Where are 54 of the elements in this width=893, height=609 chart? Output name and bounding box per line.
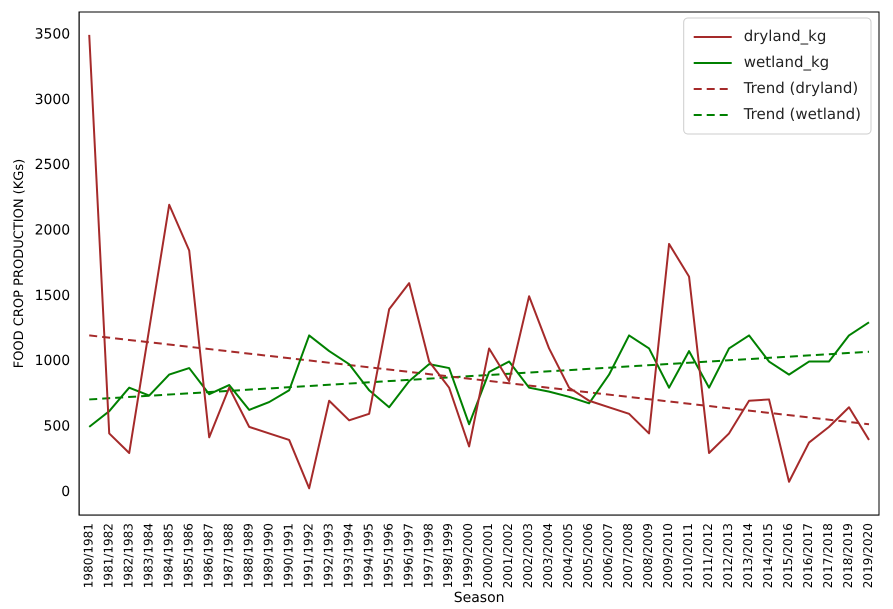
- x-tick-label: 2012/2013: [721, 523, 736, 588]
- x-tick-label: 2001/2002: [501, 523, 516, 588]
- x-tick-label: 2016/2017: [801, 523, 816, 588]
- legend-label: Trend (wetland): [742, 104, 862, 123]
- legend-label: Trend (dryland): [742, 78, 858, 97]
- x-tick-label: 1992/1993: [321, 523, 336, 588]
- x-axis-title: Season: [454, 590, 505, 606]
- x-tick-label: 2011/2012: [701, 523, 716, 588]
- x-tick-label: 1998/1999: [441, 523, 456, 588]
- x-tick-label: 1984/1985: [161, 523, 176, 588]
- x-tick-label: 1995/1996: [381, 523, 396, 588]
- y-tick-label: 500: [43, 418, 70, 435]
- y-axis-title: FOOD CROP PRODUCTION (KGs): [12, 158, 28, 368]
- legend-label: dryland_kg: [744, 26, 826, 45]
- x-tick-label: 1981/1982: [101, 523, 116, 588]
- x-tick-label: 1996/1997: [401, 523, 416, 588]
- x-tick-label: 2003/2004: [541, 523, 556, 588]
- x-tick-label: 2002/2003: [521, 523, 536, 588]
- y-tick-label: 0: [61, 484, 70, 500]
- y-tick-label: 2500: [34, 157, 70, 174]
- x-tick-label: 2008/2009: [641, 523, 656, 588]
- x-tick-label: 1986/1987: [201, 523, 216, 588]
- x-tick-label: 1993/1994: [341, 523, 356, 588]
- x-tick-label: 2013/2014: [741, 523, 756, 588]
- y-tick-label: 2000: [34, 222, 70, 239]
- x-tick-label: 2018/2019: [841, 523, 856, 588]
- legend-label: wetland_kg: [744, 52, 830, 71]
- x-tick-label: 1983/1984: [141, 523, 156, 588]
- x-tick-label: 2017/2018: [821, 523, 836, 588]
- x-tick-label: 2015/2016: [781, 523, 796, 588]
- x-tick-label: 2014/2015: [761, 523, 776, 588]
- x-tick-label: 1990/1991: [281, 523, 296, 588]
- x-tick-label: 1987/1988: [221, 523, 236, 588]
- x-tick-label: 1991/1992: [301, 523, 316, 588]
- x-tick-label: 1988/1989: [241, 523, 256, 588]
- y-tick-label: 3500: [34, 26, 70, 43]
- x-tick-label: 2007/2008: [621, 523, 636, 588]
- x-tick-label: 1980/1981: [81, 523, 96, 588]
- x-tick-label: 2006/2007: [601, 523, 616, 588]
- x-tick-label: 2000/2001: [481, 523, 496, 588]
- x-tick-label: 1989/1990: [261, 523, 276, 588]
- y-tick-label: 3000: [34, 92, 70, 108]
- x-tick-label: 1985/1986: [181, 523, 196, 588]
- x-tick-label: 1982/1983: [121, 523, 136, 588]
- x-tick-label: 1994/1995: [361, 523, 376, 588]
- x-tick-label: 2009/2010: [661, 523, 676, 588]
- y-tick-label: 1500: [34, 288, 70, 304]
- x-tick-label: 2010/2011: [681, 523, 696, 588]
- x-tick-label: 1999/2000: [461, 523, 476, 588]
- x-tick-label: 2019/2020: [861, 523, 876, 588]
- x-tick-label: 2004/2005: [561, 523, 576, 588]
- x-tick-label: 2005/2006: [581, 523, 596, 588]
- x-tick-label: 1997/1998: [421, 523, 436, 588]
- y-tick-label: 1000: [34, 353, 70, 370]
